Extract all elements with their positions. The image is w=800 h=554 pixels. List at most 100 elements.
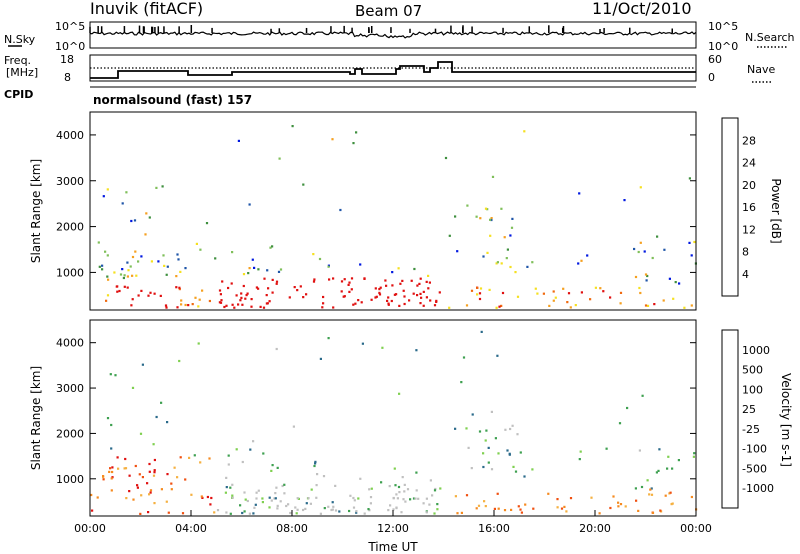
colorbar-tick-label: -500: [742, 462, 767, 475]
heatmap-cell: [487, 461, 490, 464]
heatmap-cell: [255, 491, 258, 494]
heatmap-cell: [542, 292, 545, 295]
heatmap-cell: [199, 248, 202, 251]
heatmap-cell: [239, 299, 242, 302]
heatmap-cell: [645, 279, 648, 282]
heatmap-cell: [498, 305, 501, 308]
heatmap-cell: [275, 282, 278, 285]
heatmap-cell: [114, 374, 117, 377]
freq-tick-top: 18: [60, 53, 74, 66]
heatmap-cell: [619, 291, 623, 294]
heatmap-cell: [612, 495, 615, 498]
heatmap-cell: [511, 424, 514, 427]
heatmap-cell: [374, 287, 377, 290]
heatmap-cell: [669, 491, 672, 494]
heatmap-cell: [506, 449, 509, 452]
heatmap-cell: [315, 484, 318, 487]
heatmap-cell: [275, 486, 278, 489]
heatmap-cell: [398, 304, 401, 307]
heatmap-cell: [245, 294, 248, 297]
heatmap-cell: [129, 265, 132, 268]
heatmap-cell: [394, 484, 397, 487]
heatmap-cell: [101, 268, 104, 271]
heatmap-cell: [436, 508, 439, 511]
freq-panel: Freq. [MHz] 18 8 60 0 Nave: [4, 53, 775, 84]
heatmap-cell: [534, 287, 537, 290]
y-tick-label: 3000: [56, 382, 84, 395]
heatmap-cell: [347, 283, 350, 286]
heatmap-cell: [332, 505, 335, 508]
heatmap-cell: [678, 282, 681, 285]
heatmap-cell: [314, 460, 317, 463]
heatmap-cell: [259, 305, 262, 308]
heatmap-cell: [348, 281, 351, 284]
heatmap-cell: [399, 282, 402, 285]
heatmap-cell: [319, 357, 322, 360]
heatmap-cell: [253, 266, 256, 269]
heatmap-cell: [145, 212, 148, 215]
heatmap-cell: [197, 305, 200, 308]
heatmap-cell: [657, 469, 660, 472]
heatmap-cell: [225, 476, 228, 479]
heatmap-cell: [509, 427, 512, 431]
heatmap-cell: [674, 281, 677, 284]
heatmap-cell: [279, 268, 283, 271]
heatmap-cell: [567, 292, 571, 295]
heatmap-cell: [413, 267, 416, 271]
heatmap-cell: [475, 215, 478, 218]
heatmap-cell: [690, 304, 693, 307]
heatmap-cell: [110, 477, 113, 480]
heatmap-cell: [289, 511, 292, 515]
heatmap-cell: [659, 509, 662, 512]
heatmap-cell: [599, 287, 602, 290]
heatmap-cell: [235, 294, 238, 297]
heatmap-cell: [368, 488, 371, 491]
heatmap-cell: [271, 464, 274, 467]
heatmap-cell: [644, 273, 648, 276]
heatmap-cell: [517, 505, 520, 508]
heatmap-cell: [271, 291, 274, 294]
heatmap-cell: [146, 482, 149, 485]
heatmap-cell: [180, 303, 183, 306]
heatmap-cell: [198, 298, 201, 301]
heatmap-cell: [477, 504, 481, 507]
heatmap-cell: [514, 271, 517, 274]
heatmap-cell: [465, 494, 469, 497]
heatmap-cell: [107, 278, 110, 281]
heatmap-cell: [420, 296, 423, 299]
heatmap-cell: [454, 215, 457, 218]
heatmap-cell: [556, 498, 559, 501]
heatmap-cell: [181, 512, 185, 515]
heatmap-cell: [478, 297, 482, 301]
heatmap-cell: [334, 484, 337, 487]
heatmap-cell: [126, 286, 129, 289]
heatmap-cell: [406, 488, 410, 491]
heatmap-cell: [278, 157, 281, 160]
heatmap-cell: [471, 413, 474, 416]
heatmap-cell: [663, 248, 666, 251]
heatmap-cell: [327, 265, 330, 268]
heatmap-cell: [505, 257, 508, 260]
heatmap-cell: [132, 498, 135, 501]
heatmap-cell: [369, 496, 373, 499]
heatmap-cell: [618, 422, 622, 425]
heatmap-cell: [257, 489, 260, 492]
heatmap-cell: [374, 296, 377, 299]
heatmap-cell: [111, 476, 114, 479]
heatmap-cell: [241, 511, 244, 515]
heatmap-cell: [429, 299, 432, 302]
heatmap-cell: [104, 250, 107, 253]
heatmap-cell: [417, 497, 420, 500]
heatmap-cell: [173, 466, 176, 469]
heatmap-cell: [124, 467, 128, 470]
heatmap-cell: [435, 299, 438, 302]
heatmap-cell: [516, 433, 519, 436]
heatmap-cell: [552, 290, 555, 293]
heatmap-cell: [267, 287, 270, 290]
heatmap-cell: [294, 506, 297, 509]
heatmap-cell: [617, 505, 620, 508]
heatmap-cell: [512, 465, 515, 468]
heatmap-cell: [121, 202, 124, 205]
heatmap-cell: [153, 502, 156, 505]
heatmap-cell: [393, 467, 396, 470]
